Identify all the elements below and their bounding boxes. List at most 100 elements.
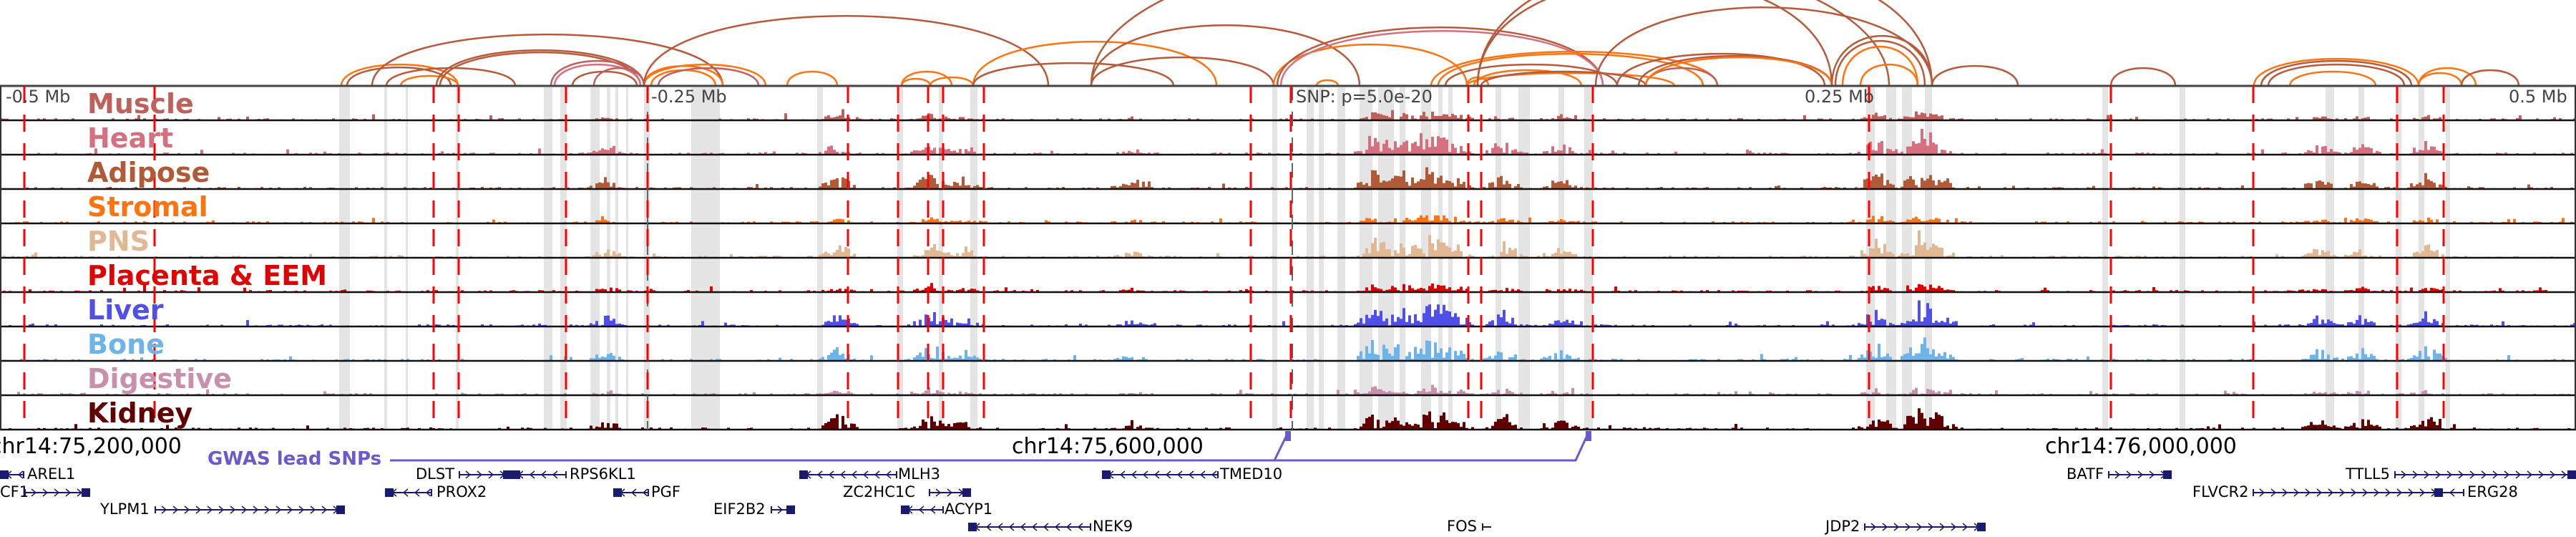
strand-arrow-icon — [1870, 523, 1877, 531]
strand-arrow-icon — [402, 488, 409, 497]
loop-arc — [340, 63, 459, 87]
strand-arrow-icon — [828, 470, 834, 479]
gene-model-nek9[interactable] — [968, 520, 1093, 534]
loop-arc — [900, 70, 953, 87]
gene-model-tmed10[interactable] — [1102, 468, 1220, 482]
loop-arc — [929, 76, 975, 87]
gene-model-batf[interactable] — [2108, 468, 2173, 482]
strand-arrow-icon — [1020, 523, 1026, 531]
axis-tick-label: -0.25 Mb — [651, 87, 727, 107]
signal-track-muscle — [0, 109, 2576, 120]
loop-arc — [2460, 69, 2520, 87]
loop-arc — [385, 67, 517, 87]
loop-arc — [1090, 24, 1361, 87]
strand-arrow-icon — [997, 523, 1003, 531]
exon — [336, 505, 345, 514]
gene-label-cf1[interactable]: CF1 — [0, 483, 29, 500]
strand-arrow-icon — [195, 505, 202, 514]
gene-model-flvcr2[interactable] — [2253, 485, 2444, 500]
strand-arrow-icon — [540, 470, 547, 479]
strand-arrow-icon — [2270, 488, 2277, 497]
gene-label-ttll5[interactable]: TTLL5 — [2346, 465, 2391, 483]
strand-arrow-icon — [2469, 470, 2476, 479]
strand-arrow-icon — [2149, 470, 2155, 479]
strand-arrow-icon — [642, 488, 648, 497]
gene-label-pgf[interactable]: PGF — [651, 483, 681, 500]
track-label: Muscle — [87, 88, 194, 120]
strand-arrow-icon — [287, 505, 293, 514]
gene-model-jdp2[interactable] — [1864, 520, 1987, 534]
gene-model-ttll5[interactable] — [2394, 468, 2576, 482]
loop-arc — [1476, 0, 1833, 87]
strand-arrow-icon — [2412, 470, 2419, 479]
gene-model-rps6kl1[interactable] — [512, 468, 568, 482]
strand-arrow-icon — [253, 505, 259, 514]
strand-arrow-icon — [930, 505, 936, 514]
gene-label-eif2b2[interactable]: EIF2B2 — [713, 500, 766, 518]
gene-model-dlst[interactable] — [459, 468, 513, 482]
strand-arrow-icon — [2114, 470, 2121, 479]
loop-arc — [592, 67, 645, 87]
strand-arrow-icon — [1893, 523, 1900, 531]
gene-label-ylpm1[interactable]: YLPM1 — [100, 500, 150, 518]
loop-arc — [786, 70, 839, 87]
strand-arrow-icon — [54, 488, 60, 497]
strand-arrow-icon — [2504, 470, 2510, 479]
track-label: Heart — [87, 122, 174, 154]
gene-model-arel1[interactable] — [0, 468, 26, 482]
axis-tick-label: 0.5 Mb — [2509, 87, 2567, 107]
gene-model-fos[interactable] — [1482, 520, 1493, 534]
loop-arc — [1616, 52, 1826, 87]
strand-arrow-icon — [862, 470, 869, 479]
strand-arrow-icon — [1119, 470, 1126, 479]
gene-label-flvcr2[interactable]: FLVCR2 — [2192, 483, 2249, 500]
exon — [2434, 488, 2443, 497]
signal-track-adipose — [0, 167, 2576, 189]
gene-model-ylpm1[interactable] — [155, 503, 346, 517]
loop-arc — [1931, 64, 2019, 87]
gene-label-prox2[interactable]: PROX2 — [436, 483, 487, 500]
gene-label-mlh3[interactable]: MLH3 — [898, 465, 940, 483]
loop-arc — [1090, 0, 1890, 87]
gene-label-erg28[interactable]: ERG28 — [2467, 483, 2518, 500]
gene-label-arel1[interactable]: AREL1 — [27, 465, 76, 483]
gene-label-fos[interactable]: FOS — [1447, 518, 1477, 535]
gene-model-erg28[interactable] — [2443, 485, 2466, 500]
strand-arrow-icon — [2396, 488, 2403, 497]
gene-label-nek9[interactable]: NEK9 — [1093, 518, 1133, 535]
strand-arrow-icon — [65, 488, 72, 497]
gene-model-eif2b2[interactable] — [771, 503, 796, 517]
exon — [968, 523, 977, 531]
gene-label-jdp2[interactable]: JDP2 — [1825, 518, 1860, 535]
gene-label-zc2hc1c[interactable]: ZC2HC1C — [843, 483, 915, 500]
exon — [2567, 470, 2576, 479]
strand-arrow-icon — [2339, 488, 2346, 497]
gene-model-mlh3[interactable] — [799, 468, 899, 482]
gene-model-pgf[interactable] — [613, 485, 650, 500]
gene-label-tmed10[interactable]: TMED10 — [1220, 465, 1283, 483]
strand-arrow-icon — [1054, 523, 1060, 531]
gene-label-dlst[interactable]: DLST — [416, 465, 455, 483]
gene-model-cf1[interactable] — [24, 485, 92, 500]
strand-arrow-icon — [2401, 470, 2407, 479]
gene-model-zc2hc1c[interactable] — [929, 485, 972, 500]
exon — [799, 470, 808, 479]
strand-arrow-icon — [935, 488, 942, 497]
strand-arrow-icon — [2282, 488, 2288, 497]
gene-model-acyp1[interactable] — [901, 503, 945, 517]
gene-label-batf[interactable]: BATF — [2067, 465, 2104, 483]
strand-arrow-icon — [1939, 523, 1946, 531]
exon — [786, 505, 795, 514]
strand-arrow-icon — [1211, 470, 1217, 479]
exon — [503, 470, 512, 479]
loop-arc — [1272, 44, 1468, 87]
signal-track-bone — [0, 337, 2576, 361]
strand-arrow-icon — [874, 470, 880, 479]
gene-label-acyp1[interactable]: ACYP1 — [945, 500, 993, 518]
strand-arrow-icon — [2137, 470, 2144, 479]
strand-arrow-icon — [414, 488, 420, 497]
gene-model-prox2[interactable] — [385, 485, 434, 500]
exon — [1102, 470, 1111, 479]
gene-label-rps6kl1[interactable]: RPS6KL1 — [570, 465, 636, 483]
loop-arc — [643, 15, 1050, 87]
